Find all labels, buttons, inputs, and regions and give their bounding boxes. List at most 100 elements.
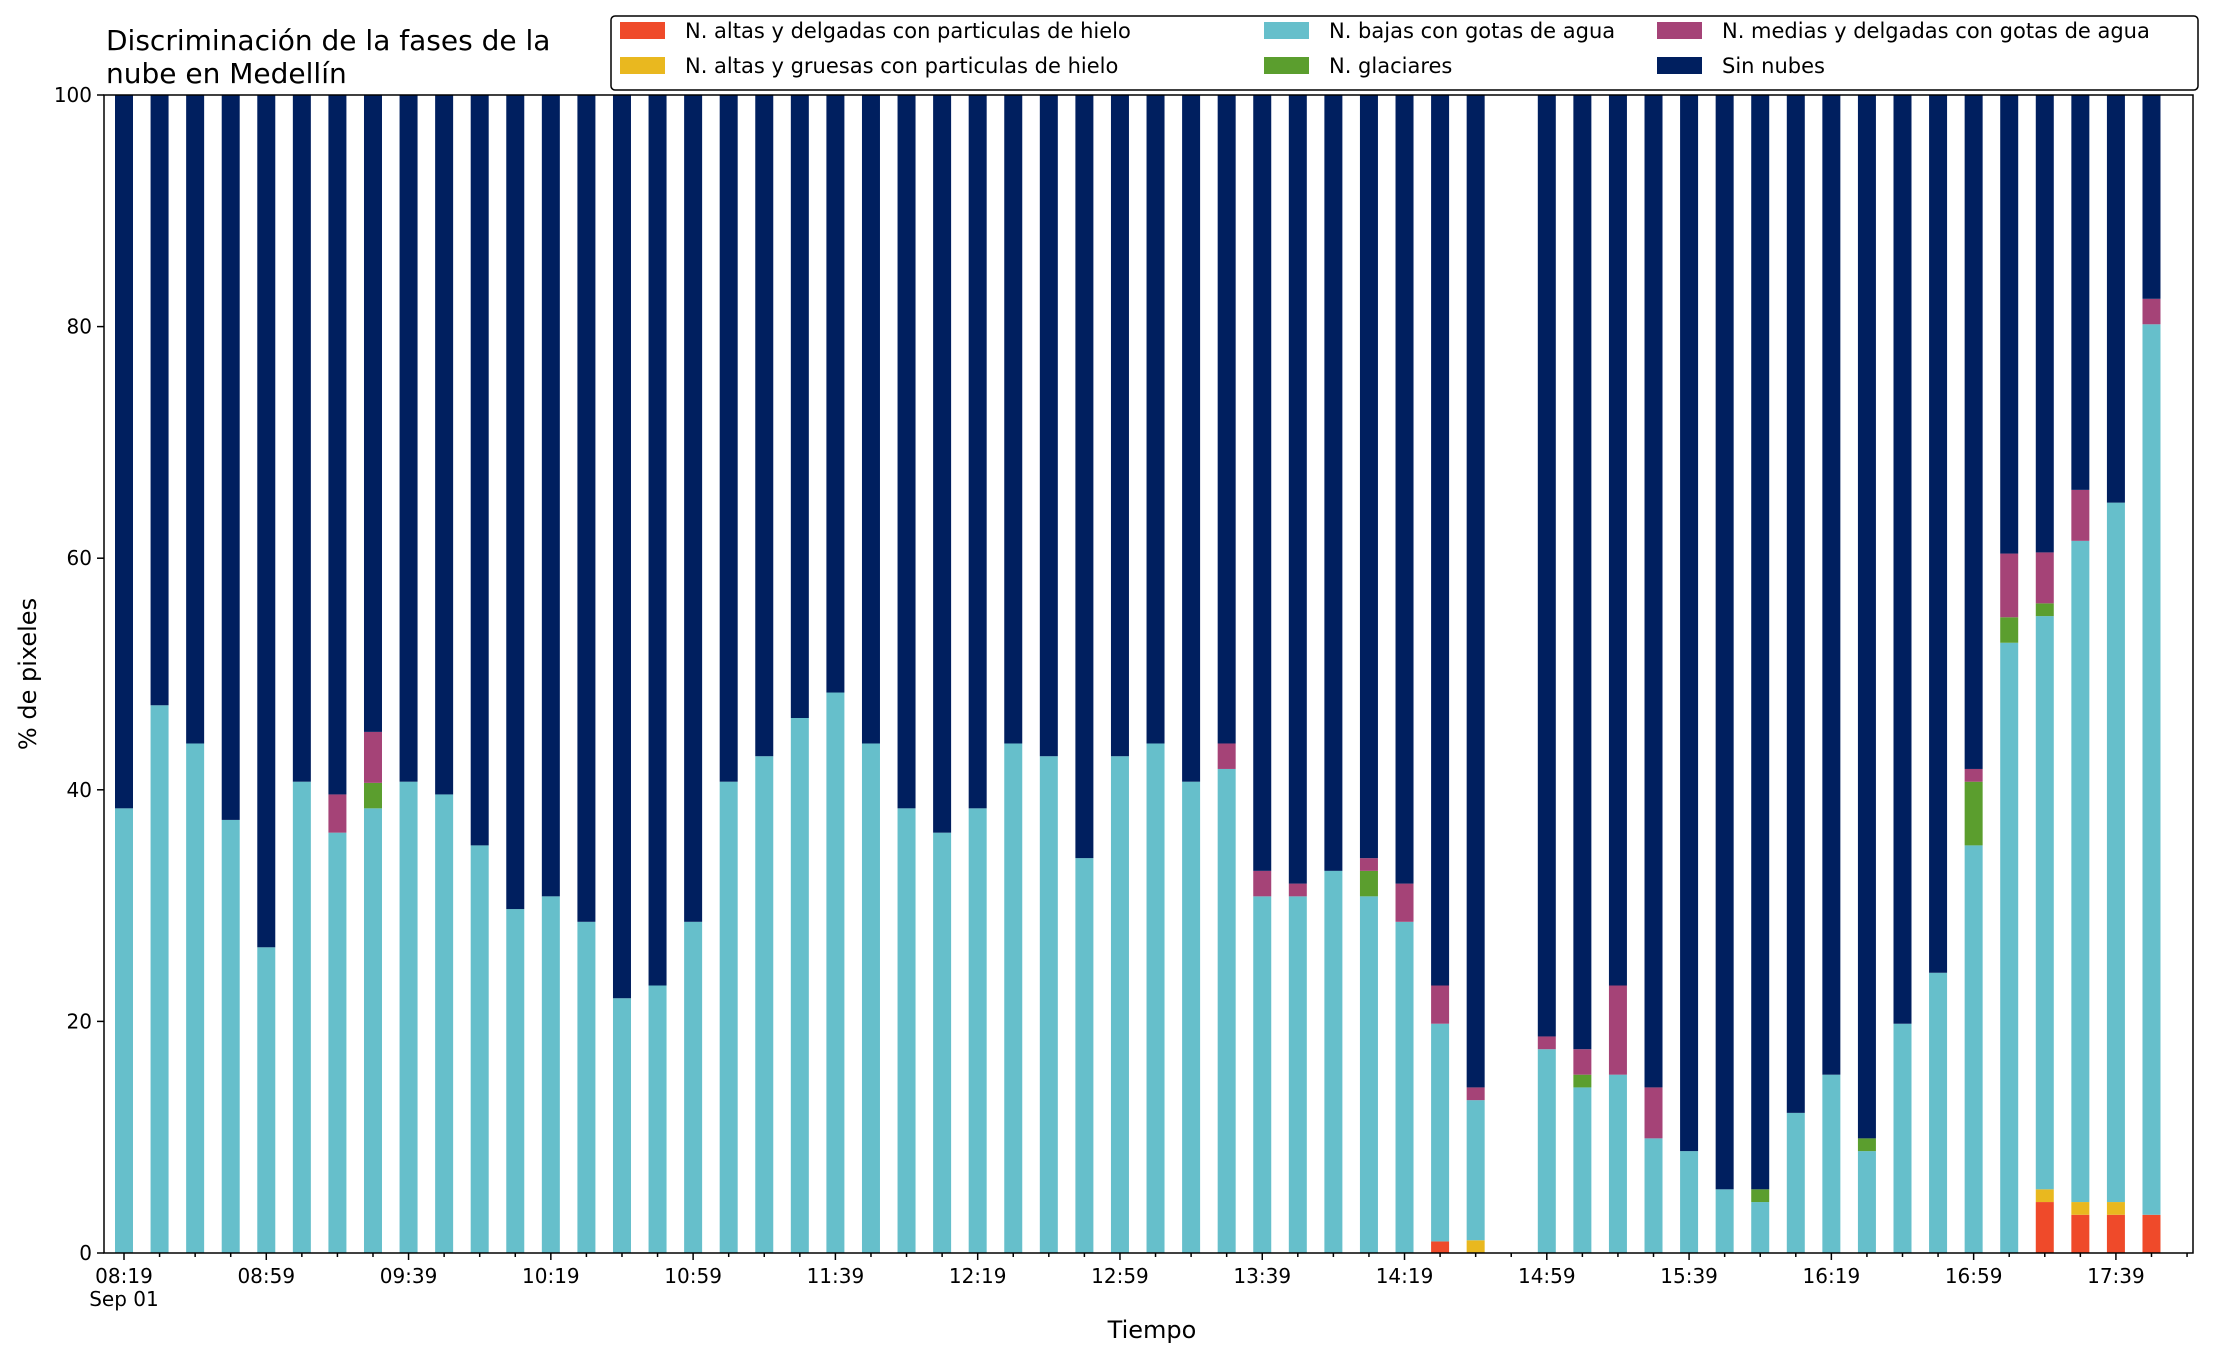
- bar-segment-2: [897, 808, 916, 1253]
- bar-segment-4: [363, 731, 382, 783]
- y-tick-label: 100: [54, 83, 92, 107]
- bar-segment-2: [186, 743, 205, 1253]
- bar-segment-4: [1217, 743, 1236, 769]
- bar-segment-2: [755, 756, 774, 1253]
- bar-segment-2: [719, 781, 738, 1253]
- bar-segment-0: [2071, 1214, 2090, 1253]
- bar-segment-2: [292, 781, 311, 1253]
- legend-label: N. altas y delgadas con particulas de hi…: [685, 19, 1131, 43]
- bar-segment-2: [577, 921, 596, 1253]
- bar-segment-5: [1466, 95, 1485, 1088]
- bar-segment-2: [506, 909, 525, 1253]
- bar-segment-2: [1786, 1112, 1805, 1253]
- bar-segment-5: [1929, 95, 1948, 973]
- bar-segment-5: [790, 95, 809, 718]
- bar-segment-2: [861, 743, 880, 1253]
- bar-segment-2: [221, 819, 240, 1253]
- legend-swatch: [1264, 57, 1309, 74]
- bar-segment-2: [1182, 781, 1201, 1253]
- bar-segment-4: [2071, 489, 2090, 541]
- bar-segment-3: [363, 782, 382, 809]
- bar-segment-4: [1253, 870, 1272, 897]
- bar-segment-5: [1146, 95, 1165, 744]
- bar-segment-5: [1217, 95, 1236, 744]
- bar-segment-1: [1466, 1240, 1485, 1253]
- bar-segment-5: [1964, 95, 1983, 769]
- legend-label: N. medias y delgadas con gotas de agua: [1722, 19, 2150, 43]
- y-tick-label: 0: [79, 1241, 92, 1265]
- bar-segment-5: [1253, 95, 1272, 871]
- bar-segment-2: [1075, 858, 1094, 1253]
- bar-segment-5: [257, 95, 276, 948]
- legend-frame: [610, 15, 2199, 91]
- x-tick-label: 14:59: [1518, 1264, 1576, 1288]
- bar-segment-5: [1537, 95, 1556, 1037]
- bar-segment-5: [612, 95, 631, 999]
- bar-segment-3: [1857, 1138, 1876, 1152]
- legend-label: N. glaciares: [1329, 54, 1452, 78]
- bar-segment-4: [1964, 768, 1983, 782]
- bar-segment-5: [1573, 95, 1592, 1050]
- bar-segment-4: [2035, 552, 2054, 604]
- bar-segment-2: [1288, 896, 1307, 1253]
- bar-segment-2: [115, 808, 133, 1253]
- bar-segment-2: [1644, 1138, 1663, 1253]
- bar-segment-2: [612, 998, 631, 1253]
- bar-segment-5: [399, 95, 418, 782]
- bar-segment-5: [1324, 95, 1343, 871]
- bar-segment-2: [684, 921, 703, 1253]
- bar-segment-4: [1644, 1087, 1663, 1139]
- y-axis: 0 20 40 60 80 100: [54, 83, 104, 1265]
- bar-segment-2: [2106, 502, 2125, 1203]
- x-tick-label: 15:39: [1660, 1264, 1718, 1288]
- bar-segment-5: [1715, 95, 1734, 1190]
- bar-segment-4: [1359, 858, 1378, 871]
- bar-segment-2: [1822, 1074, 1841, 1253]
- bar-segment-2: [435, 794, 454, 1253]
- bar-segment-2: [1893, 1023, 1912, 1253]
- bar-segment-2: [1217, 768, 1236, 1253]
- bar-segment-5: [897, 95, 916, 809]
- bar-segment-2: [541, 896, 560, 1253]
- bar-segment-3: [1751, 1189, 1770, 1203]
- bar-segment-5: [2035, 95, 2054, 553]
- bar-segment-5: [2106, 95, 2125, 503]
- x-tick-label: 10:19: [522, 1264, 580, 1288]
- bar-segment-2: [1039, 756, 1058, 1253]
- y-tick-label: 60: [67, 546, 92, 570]
- x-tick-label: 12:19: [949, 1264, 1007, 1288]
- bar-segment-1: [2106, 1202, 2125, 1215]
- bar-segment-5: [1004, 95, 1023, 744]
- bar-segment-2: [1715, 1189, 1734, 1253]
- bar-segment-5: [577, 95, 596, 922]
- bar-segment-5: [221, 95, 240, 820]
- bar-segment-3: [1964, 781, 1983, 846]
- bar-segment-5: [292, 95, 311, 782]
- bar-segment-5: [1110, 95, 1129, 757]
- bars-layer: [115, 95, 2161, 1253]
- bar-segment-2: [150, 705, 169, 1253]
- bar-segment-4: [2000, 553, 2019, 618]
- bar-segment-5: [684, 95, 703, 922]
- legend-swatch: [1657, 22, 1702, 39]
- bar-segment-2: [1964, 845, 1983, 1253]
- bar-segment-3: [1573, 1074, 1592, 1088]
- legend-swatch: [1657, 57, 1702, 74]
- bar-segment-2: [1929, 972, 1948, 1253]
- bar-segment-5: [648, 95, 667, 986]
- bar-segment-5: [1857, 95, 1876, 1139]
- bar-segment-5: [150, 95, 169, 706]
- bar-segment-0: [2035, 1202, 2054, 1253]
- bar-segment-5: [1182, 95, 1201, 782]
- bar-segment-4: [1466, 1087, 1485, 1101]
- bar-segment-5: [506, 95, 525, 910]
- bar-segment-2: [2000, 642, 2019, 1253]
- bar-segment-0: [2106, 1214, 2125, 1253]
- bar-segment-1: [2071, 1202, 2090, 1215]
- bar-segment-5: [2142, 95, 2161, 299]
- bar-segment-5: [1395, 95, 1414, 884]
- bar-segment-2: [363, 808, 382, 1253]
- bar-segment-5: [968, 95, 987, 809]
- x-tick-label: 12:59: [1091, 1264, 1149, 1288]
- bar-segment-2: [1537, 1049, 1556, 1253]
